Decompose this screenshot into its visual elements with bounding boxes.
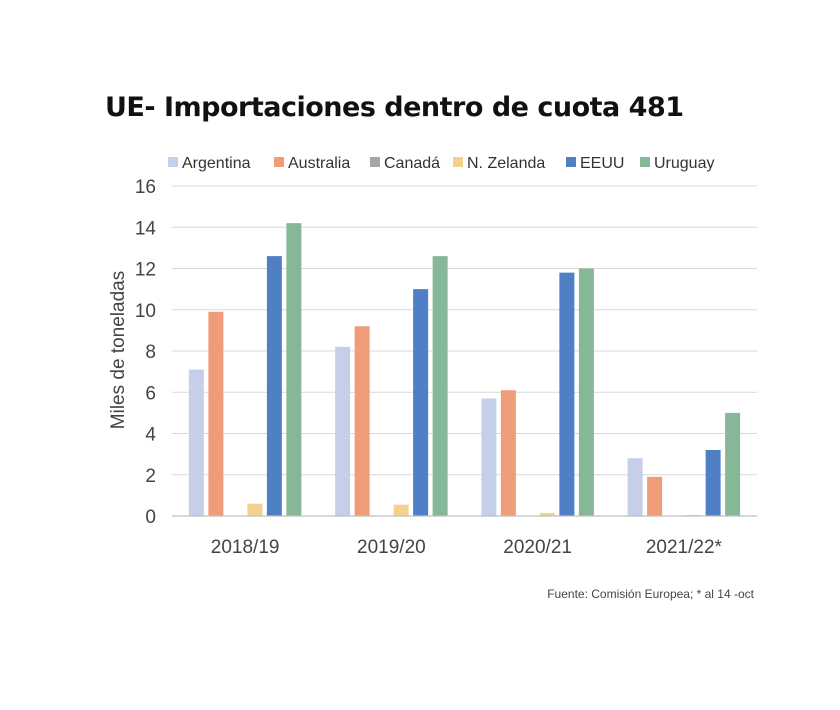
bar-Uruguay-2021/22* — [725, 412, 741, 516]
bar-EEUU-2021/22* — [705, 450, 721, 516]
y-tick-label: 2 — [145, 466, 156, 487]
legend-swatch — [453, 157, 463, 167]
y-tick-label: 0 — [145, 507, 156, 528]
bars — [188, 223, 741, 516]
bar-Australia-2018/19 — [208, 311, 224, 516]
y-tick-label: 4 — [145, 425, 156, 446]
y-axis-label: Miles de toneladas — [108, 271, 129, 429]
chart-title: UE- Importaciones dentro de cuota 481 — [105, 92, 684, 123]
legend-label: Argentina — [182, 155, 251, 172]
legend-label: Uruguay — [654, 155, 714, 172]
legend-swatch — [370, 157, 380, 167]
y-tick-label: 16 — [135, 177, 156, 198]
bar-Uruguay-2018/19 — [286, 223, 302, 516]
source-note: Fuente: Comisión Europea; * al 14 -oct — [547, 587, 754, 601]
legend-swatch — [168, 157, 178, 167]
bar-Argentina-2018/19 — [188, 369, 204, 516]
bar-N. Zelanda-2019/20 — [393, 504, 409, 516]
y-tick-label: 6 — [145, 383, 156, 404]
x-category-label: 2019/20 — [357, 537, 426, 558]
bar-Uruguay-2020/21 — [578, 268, 594, 516]
x-axis-categories: 2018/19 2019/20 2020/21 2021/22* — [211, 537, 723, 558]
bar-EEUU-2018/19 — [266, 256, 282, 516]
bar-Argentina-2019/20 — [335, 346, 351, 516]
y-tick-label: 8 — [145, 342, 156, 363]
bar-EEUU-2019/20 — [413, 289, 429, 516]
y-tick-label: 10 — [135, 301, 156, 322]
legend-label: N. Zelanda — [467, 155, 545, 172]
y-tick-label: 14 — [135, 218, 157, 239]
y-tick-label: 12 — [135, 260, 156, 281]
bar-N. Zelanda-2018/19 — [247, 503, 263, 516]
x-category-label: 2021/22* — [646, 537, 723, 558]
legend: Argentina Australia Canadá N. Zelanda EEUU Ur… — [168, 155, 714, 172]
x-category-label: 2018/19 — [211, 537, 280, 558]
legend-label: EEUU — [580, 155, 624, 172]
x-category-label: 2020/21 — [503, 537, 572, 558]
y-axis-ticks: 0 2 4 6 8 10 12 14 16 — [135, 177, 157, 528]
legend-swatch — [566, 157, 576, 167]
legend-label: Australia — [288, 155, 350, 172]
bar-Australia-2019/20 — [354, 326, 370, 516]
bar-Argentina-2021/22* — [627, 458, 643, 516]
bar-Uruguay-2019/20 — [432, 256, 448, 516]
bar-Australia-2020/21 — [500, 390, 516, 516]
gridlines — [172, 185, 757, 476]
legend-swatch — [274, 157, 284, 167]
legend-swatch — [640, 157, 650, 167]
bar-Australia-2021/22* — [647, 476, 663, 516]
bar-EEUU-2020/21 — [559, 272, 575, 516]
bar-N. Zelanda-2020/21 — [539, 512, 555, 516]
bar-Argentina-2020/21 — [481, 398, 497, 516]
legend-label: Canadá — [384, 155, 440, 172]
